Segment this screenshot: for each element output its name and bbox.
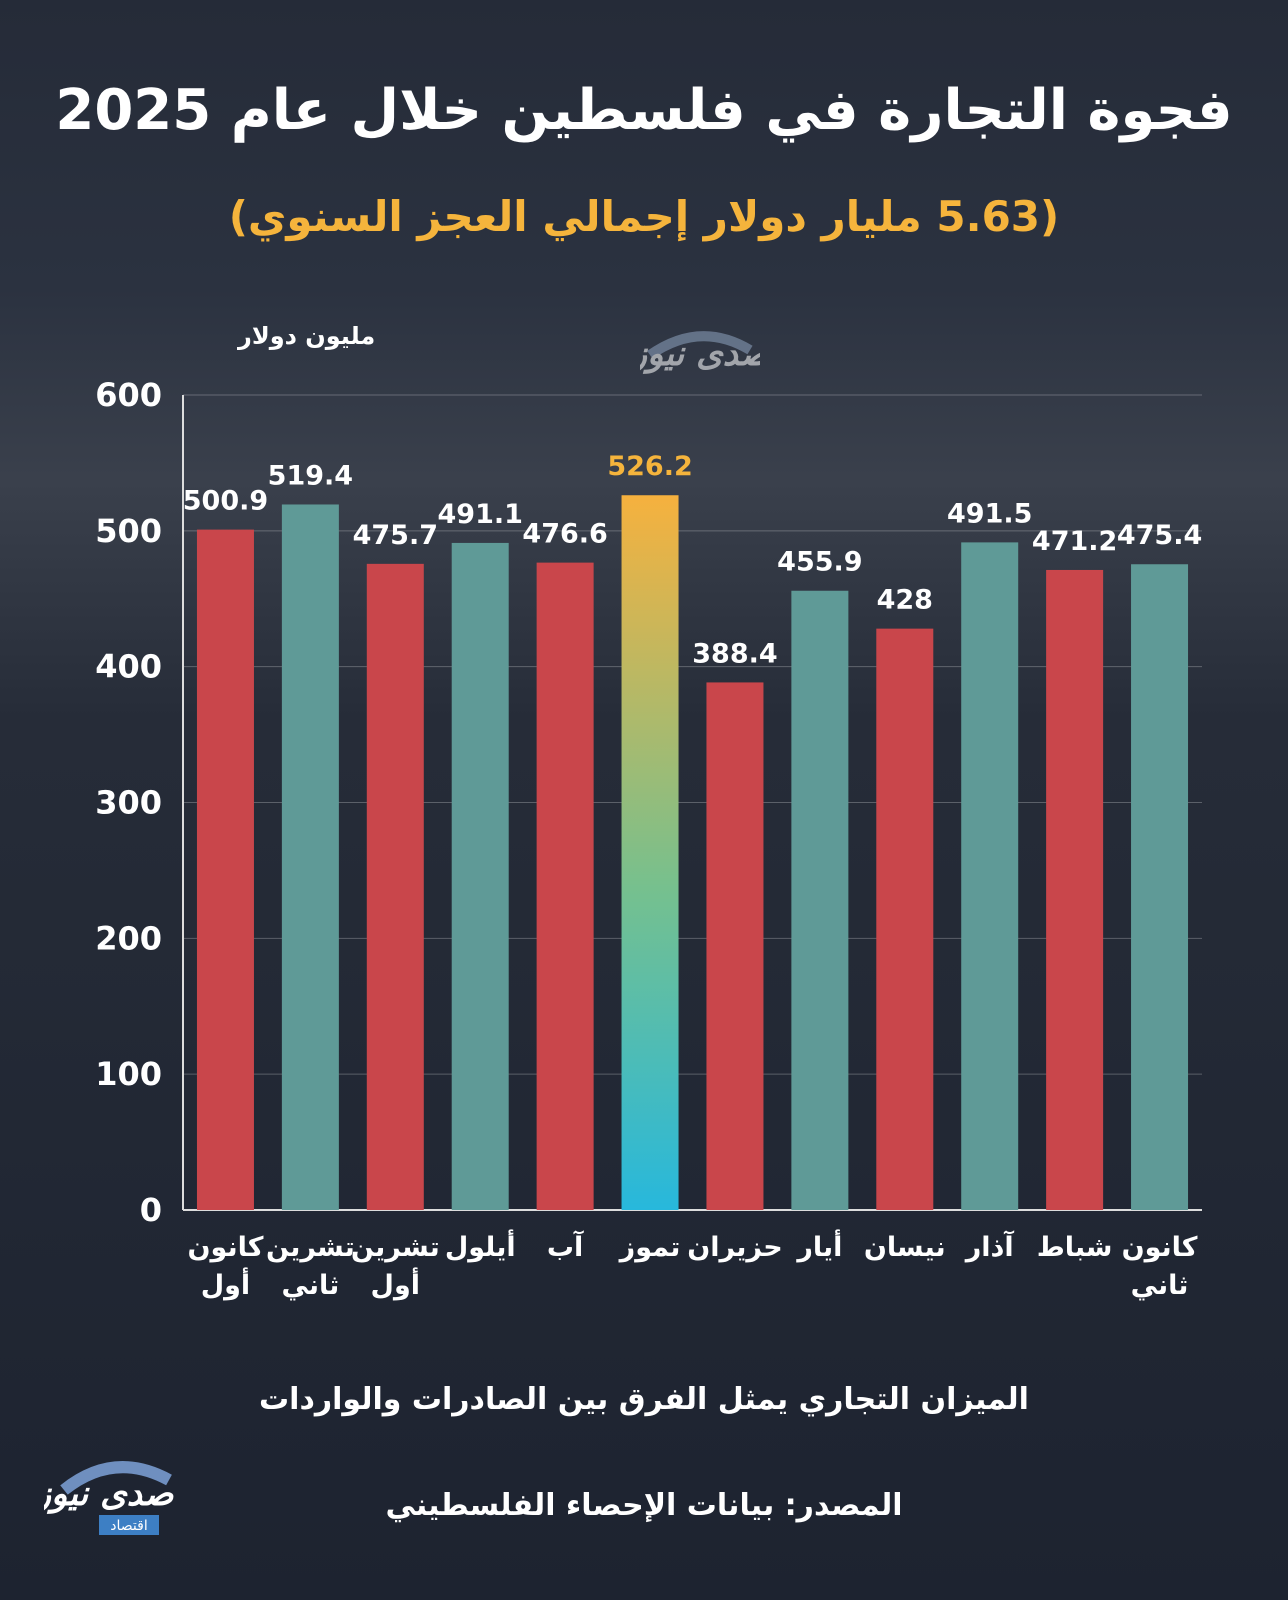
x-tick-label: أول xyxy=(371,1267,420,1301)
brand-logo-tag: اقتصاد xyxy=(110,1518,147,1534)
x-tick-label: أيلول xyxy=(445,1229,516,1263)
bar xyxy=(1046,569,1104,1210)
y-tick-label: 500 xyxy=(95,512,162,550)
chart-subtitle: (5.63 مليار دولار إجمالي العجز السنوي) xyxy=(228,192,1060,241)
value-label: 388.4 xyxy=(692,638,777,669)
value-label: 455.9 xyxy=(777,547,862,578)
value-label: 471.2 xyxy=(1032,526,1117,557)
bar xyxy=(196,529,254,1210)
brand-logo: صدى نيوز اقتصاد xyxy=(44,1461,174,1535)
bar xyxy=(451,542,509,1210)
x-tick-label: كانون xyxy=(1122,1232,1198,1263)
value-label: 491.1 xyxy=(438,499,523,530)
value-label: 491.5 xyxy=(947,498,1032,529)
brand-logo-text: صدى نيوز xyxy=(44,1474,174,1514)
x-tick-label: تشرين xyxy=(266,1232,355,1263)
watermark-logo: صدى نيوز xyxy=(640,331,760,374)
chart-note: الميزان التجاري يمثل الفرق بين الصادرات … xyxy=(259,1382,1029,1417)
watermark-logo-text: صدى نيوز xyxy=(640,334,760,374)
y-tick-label: 400 xyxy=(95,648,162,686)
x-tick-label: حزيران xyxy=(687,1232,783,1263)
value-label: 428 xyxy=(877,585,933,616)
value-label: 519.4 xyxy=(268,460,353,491)
bar xyxy=(281,504,339,1210)
value-label: 526.2 xyxy=(607,451,692,482)
bar xyxy=(1131,564,1189,1210)
x-tick-label: شباط xyxy=(1037,1232,1113,1263)
x-tick-label: أول xyxy=(201,1267,250,1301)
source-text: المصدر: بيانات الإحصاء الفلسطيني xyxy=(385,1488,903,1523)
bar xyxy=(536,562,594,1210)
x-tick-label: تموز xyxy=(618,1232,681,1263)
bar xyxy=(706,682,764,1210)
x-tick-label: آب xyxy=(547,1230,584,1263)
bar xyxy=(621,495,679,1210)
y-tick-label: 100 xyxy=(95,1055,162,1093)
y-tick-label: 600 xyxy=(95,376,162,414)
x-tick-label: ثاني xyxy=(282,1270,340,1301)
x-tick-label: تشرين xyxy=(351,1232,440,1263)
y-tick-label: 300 xyxy=(95,784,162,822)
chart-title: فجوة التجارة في فلسطين خلال عام 2025 xyxy=(55,78,1233,143)
y-tick-label: 0 xyxy=(140,1191,162,1229)
x-tick-label: ثاني xyxy=(1131,1270,1189,1301)
value-label: 475.4 xyxy=(1117,520,1202,551)
bar xyxy=(876,628,934,1210)
value-label: 500.9 xyxy=(183,486,268,517)
value-label: 476.6 xyxy=(522,519,607,550)
bar xyxy=(961,542,1019,1210)
x-tick-label: آذار xyxy=(964,1230,1015,1263)
x-tick-label: نيسان xyxy=(864,1232,946,1263)
y-tick-label: 200 xyxy=(95,919,162,957)
bar xyxy=(366,563,424,1210)
x-tick-label: كانون xyxy=(187,1232,263,1263)
value-label: 475.7 xyxy=(353,520,438,551)
x-tick-label: أيار xyxy=(795,1229,842,1263)
y-axis-label: مليون دولار xyxy=(237,322,375,350)
bar xyxy=(791,590,849,1210)
